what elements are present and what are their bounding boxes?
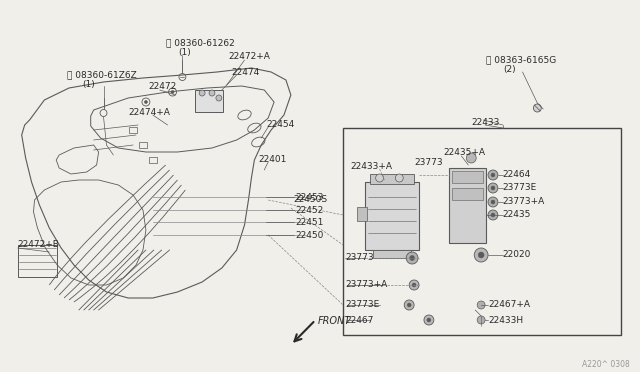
Text: 22472: 22472 [148,82,176,91]
Text: FRONT: FRONT [317,316,351,326]
Text: 23773+A: 23773+A [503,197,545,206]
Circle shape [467,153,476,163]
Circle shape [477,316,485,324]
Circle shape [488,183,498,193]
Text: (1): (1) [179,48,191,57]
Text: 23773: 23773 [345,253,374,262]
Text: (1): (1) [82,80,95,89]
Text: 22453: 22453 [296,193,324,202]
Bar [149,157,157,163]
Circle shape [488,170,498,180]
Circle shape [478,252,484,258]
Text: 22433+A: 22433+A [350,162,392,171]
Text: (2): (2) [503,65,515,74]
Circle shape [199,90,205,96]
Text: 23773+A: 23773+A [345,280,387,289]
Text: 22467+A: 22467+A [488,300,530,309]
Bar [129,127,137,133]
Bar [195,90,223,112]
Text: 22472+A: 22472+A [228,52,271,61]
Text: 22450S: 22450S [294,195,328,204]
Circle shape [209,90,215,96]
Text: 22464: 22464 [503,170,531,179]
Bar [452,188,483,200]
Circle shape [410,256,415,260]
Text: 22401: 22401 [259,155,287,164]
Circle shape [376,174,383,182]
Bar [365,182,419,250]
Text: Ⓢ 08360-61Z6Z: Ⓢ 08360-61Z6Z [67,70,137,79]
Circle shape [491,186,495,190]
Circle shape [491,213,495,217]
Text: 22435: 22435 [503,210,531,219]
Text: Ⓢ 08360-61262: Ⓢ 08360-61262 [166,38,234,47]
Circle shape [533,104,541,112]
Circle shape [404,300,414,310]
Circle shape [427,318,431,322]
Circle shape [488,210,498,220]
Bar [372,250,411,258]
Text: 23773E: 23773E [503,183,537,192]
Text: 22472+B: 22472+B [18,240,60,249]
Text: 23773E: 23773E [345,300,380,309]
Text: Ⓢ 08363-6165G: Ⓢ 08363-6165G [486,55,556,64]
Text: 22474+A: 22474+A [128,108,170,117]
Circle shape [488,197,498,207]
Circle shape [171,90,174,93]
Text: 23773: 23773 [414,158,443,167]
Circle shape [216,95,222,101]
Bar [343,128,621,335]
Circle shape [474,248,488,262]
Text: 22454: 22454 [266,120,294,129]
Text: 22452: 22452 [296,206,324,215]
Text: 22474: 22474 [232,68,260,77]
Circle shape [491,173,495,177]
Circle shape [407,303,411,307]
Text: 22433H: 22433H [488,316,523,325]
Bar [452,171,483,183]
Bar [357,207,367,221]
Circle shape [424,315,434,325]
Circle shape [396,174,403,182]
Text: 22435+A: 22435+A [444,148,486,157]
Bar [139,142,147,148]
Circle shape [477,301,485,309]
Text: 22467: 22467 [345,316,374,325]
Text: A220^ 0308: A220^ 0308 [582,360,630,369]
Text: 22451: 22451 [296,218,324,227]
Text: 22450: 22450 [296,231,324,240]
Bar [449,168,486,243]
Bar [370,174,414,184]
Circle shape [412,283,416,287]
Circle shape [406,252,418,264]
Circle shape [145,100,147,103]
Text: 22020: 22020 [503,250,531,259]
Circle shape [491,200,495,204]
Circle shape [409,280,419,290]
Text: 22433: 22433 [471,118,500,127]
Bar [18,245,57,277]
